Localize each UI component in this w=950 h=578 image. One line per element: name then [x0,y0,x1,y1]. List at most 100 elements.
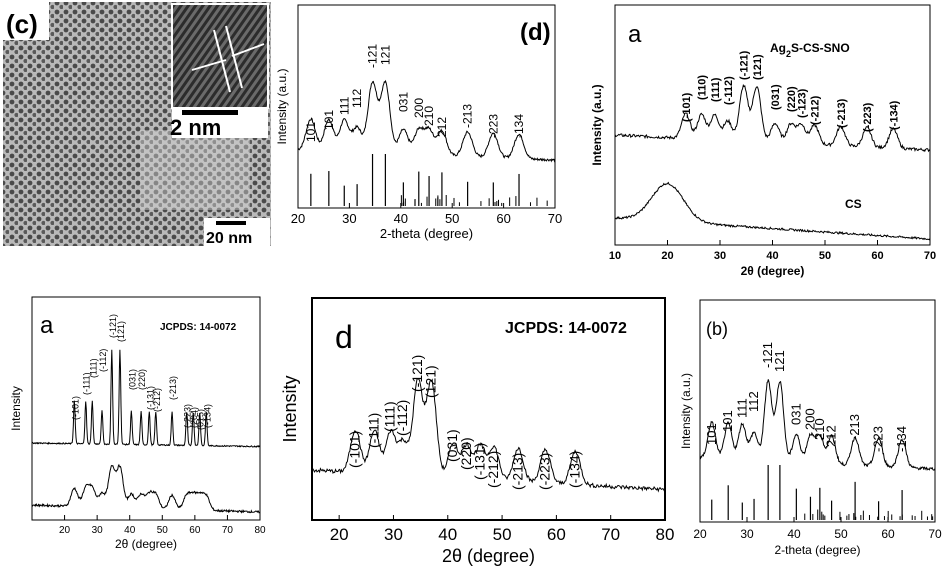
peak-label: (121) [422,365,438,398]
x-axis-label: 2-theta (degree) [380,226,473,241]
y-axis-label: Intensity (a.u.) [275,68,289,144]
peak-label: (-121) [108,314,118,338]
peak-label: 121 [378,45,392,65]
series-label-part: Ag [770,41,786,55]
x-tick-label: 30 [384,525,403,544]
x-tick-label: 80 [254,525,266,536]
peak-label: (-101) [681,92,693,122]
plot-frame [31,296,261,521]
chart-panel-b: 20 30 40 50 60 70 2-theta (degree) Intensity (a… [679,299,942,557]
peak-label: (-134) [566,451,582,488]
peak-label: 212 [824,425,839,447]
peak-label: (220) [458,437,474,470]
peak-label: (-131) [145,386,155,410]
peak-label: (204) [189,407,199,428]
xrd-trace-sample [31,463,261,514]
x-tick-label: 50 [493,525,512,544]
x-tick-label: 70 [548,211,562,226]
x-tick-label: 70 [928,527,942,541]
peak-label: (-112) [98,349,108,372]
annotation: JCPDS: 14-0072 [505,320,627,337]
peak-label: (-111) [365,413,381,448]
peak-label: 101 [720,410,735,432]
peak-label: (-213) [168,376,178,400]
peak-label: 121 [772,350,787,372]
scale-label: 20 nm [206,230,252,247]
x-tick-label: 60 [189,525,201,536]
series-label-ag2s-cs-sno: Ag2S-CS-SNO [770,41,850,59]
y-axis-label: Intensity (a.u.) [590,84,604,165]
y-axis-label: Intensity (a.u.) [679,373,693,449]
scale-bar [216,221,246,225]
peak-label: -121 [760,342,775,368]
peak-label: (031) [127,369,137,390]
peak-label: (220) [137,369,147,390]
xrd-trace [699,379,936,471]
peak-label: 101 [704,423,719,445]
peak-label: (-212) [485,451,501,488]
panel-label: a [40,312,54,339]
tem-light-region [140,130,250,210]
x-tick-label: 30 [740,527,754,541]
chart-panel-d-bottom: 20 30 40 50 60 70 80 2θ (degree) Intensity d JCPDS… [280,297,675,566]
inset-scale-bar [182,110,238,115]
x-axis-label: 2θ (degree) [741,264,805,278]
x-tick-label: 30 [92,525,104,536]
peak-label: 210 [422,106,436,126]
x-tick-label: 70 [924,250,936,262]
xrd-trace-ag2s-cs-sno [614,83,931,153]
x-tick-label: 80 [656,525,675,544]
peak-label: -223 [871,426,886,452]
annotation: JCPDS: 14-0072 [160,322,237,333]
x-tick-label: 30 [342,211,356,226]
x-tick-label: 60 [496,211,510,226]
x-tick-label: 50 [445,211,459,226]
xrd-trace-reference [31,349,261,448]
x-tick-label: 60 [881,527,895,541]
x-tick-label: 20 [693,527,707,541]
peak-label: 101 [304,122,318,142]
x-tick-label: 20 [330,525,349,544]
peak-label: (-134) [202,404,212,428]
series-label-part: S-CS-SNO [791,41,850,55]
chart-panel-a-bottom: 20 30 40 50 60 70 80 2θ (degree) Intensity a JCPDS… [9,296,266,551]
x-axis-label: 2θ (degree) [115,537,177,551]
peak-label: (110) [697,75,709,100]
peak-label: -134 [894,426,909,452]
peak-label: (111) [710,77,722,102]
inset-arrow [231,43,265,57]
peak-label: (031) [444,429,460,462]
chart-panel-d-top: 20 30 40 50 60 70 2-theta (degree) Intensity (a… [275,4,562,241]
peak-label: (-121) [739,50,751,80]
xrd-trace [297,79,556,163]
peak-label: 112 [746,391,761,412]
peak-label: -213 [461,104,475,128]
peak-label: (111) [382,401,398,432]
x-tick-label: 50 [834,527,848,541]
panel-label: d [335,319,353,355]
panel-c-tem: (c) 2 nm 20 nm [3,2,271,247]
x-tick-label: 10 [609,250,621,262]
peak-label: (-123) [796,88,808,118]
x-tick-label: 70 [601,525,620,544]
chart-panel-a-top: 10 20 30 40 50 60 70 2θ (degree) Intensity (a.u.… [590,4,936,278]
x-tick-label: 50 [157,525,169,536]
peak-label: (031) [770,84,782,110]
xrd-trace-cs [614,181,931,241]
peak-label: (121) [116,321,126,342]
peak-label: 111 [337,96,351,115]
x-tick-label: 20 [59,525,71,536]
x-tick-label: 40 [438,525,457,544]
series-label-cs: CS [845,197,862,211]
x-tick-label: 60 [871,250,883,262]
panel-c-label-bg [3,2,49,40]
peak-label: (111) [88,358,98,378]
x-tick-label: 60 [547,525,566,544]
peak-label: 210 [812,418,827,440]
peak-label: -223 [486,114,500,138]
inset-fringe-line [225,25,243,89]
peak-label: (-213) [509,453,525,490]
peak-label: 031 [396,92,410,112]
panel-label: a [628,21,642,48]
